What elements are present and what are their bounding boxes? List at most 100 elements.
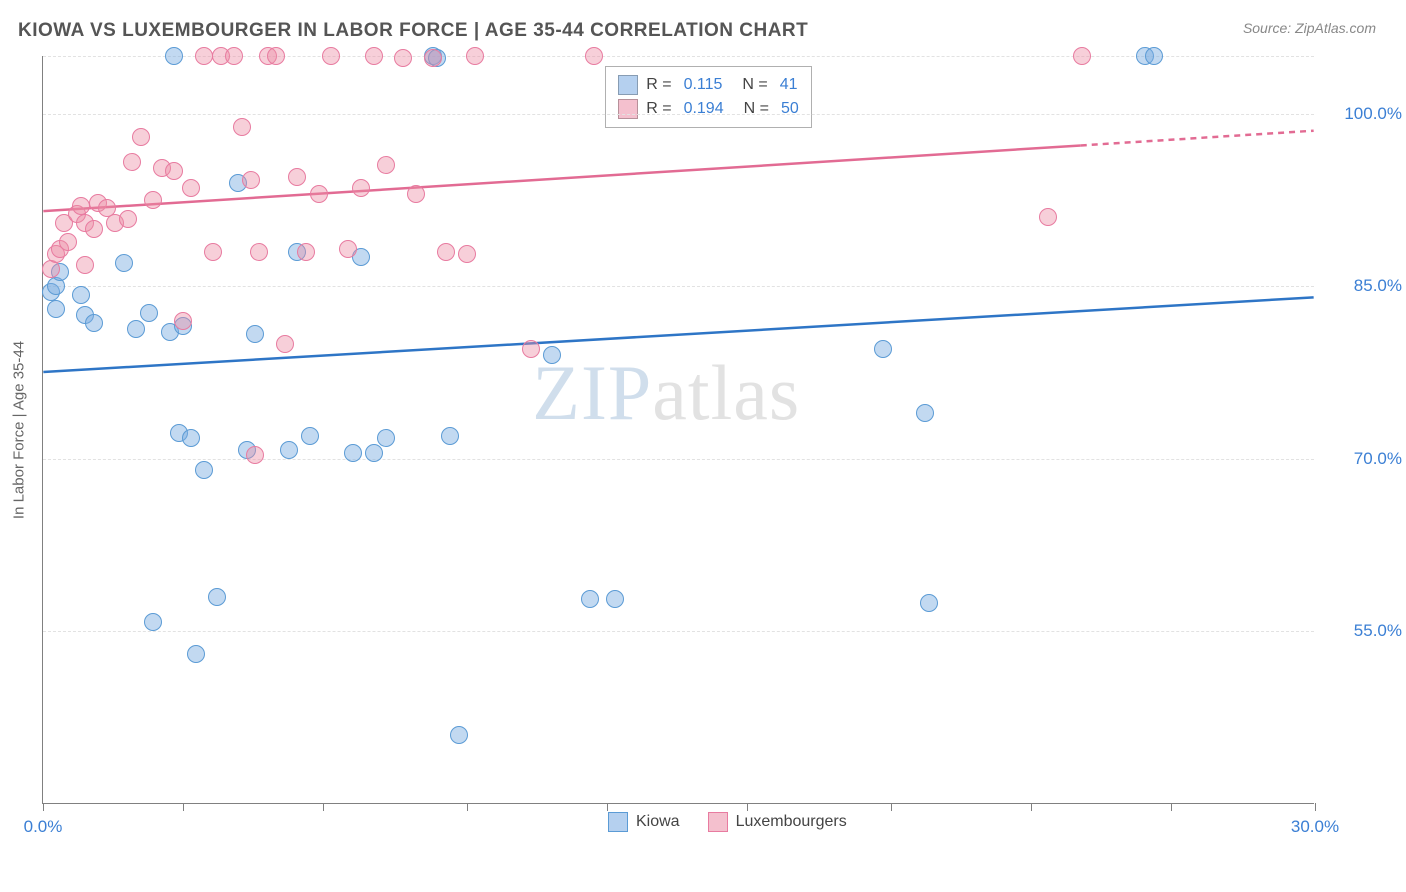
data-point bbox=[119, 210, 137, 228]
legend-swatch bbox=[618, 75, 638, 95]
y-tick-label: 55.0% bbox=[1322, 621, 1402, 641]
data-point bbox=[1039, 208, 1057, 226]
data-point bbox=[466, 47, 484, 65]
gridline bbox=[43, 114, 1314, 115]
data-point bbox=[76, 256, 94, 274]
legend-item: Luxembourgers bbox=[708, 812, 847, 832]
data-point bbox=[377, 429, 395, 447]
data-point bbox=[47, 300, 65, 318]
data-point bbox=[140, 304, 158, 322]
x-tick-label: 30.0% bbox=[1291, 817, 1339, 837]
legend-label: Kiowa bbox=[636, 813, 680, 831]
legend-swatch bbox=[618, 99, 638, 119]
data-point bbox=[585, 47, 603, 65]
data-point bbox=[267, 47, 285, 65]
data-point bbox=[72, 197, 90, 215]
data-point bbox=[437, 243, 455, 261]
data-point bbox=[144, 191, 162, 209]
data-point bbox=[606, 590, 624, 608]
data-point bbox=[581, 590, 599, 608]
x-tick bbox=[747, 803, 748, 811]
r-value: 0.194 bbox=[684, 97, 724, 121]
legend-item: Kiowa bbox=[608, 812, 680, 832]
data-point bbox=[174, 312, 192, 330]
data-point bbox=[144, 613, 162, 631]
x-tick bbox=[891, 803, 892, 811]
data-point bbox=[204, 243, 222, 261]
n-value: 50 bbox=[781, 97, 799, 121]
legend-row: R = 0.115 N = 41 bbox=[618, 73, 799, 97]
gridline bbox=[43, 286, 1314, 287]
data-point bbox=[85, 220, 103, 238]
data-point bbox=[123, 153, 141, 171]
r-value: 0.115 bbox=[684, 73, 723, 97]
series-legend: Kiowa Luxembourgers bbox=[608, 812, 847, 832]
data-point bbox=[225, 47, 243, 65]
scatter-chart: In Labor Force | Age 35-44 ZIPatlas R =0… bbox=[42, 56, 1314, 804]
data-point bbox=[458, 245, 476, 263]
y-axis-title: In Labor Force | Age 35-44 bbox=[11, 340, 28, 518]
data-point bbox=[344, 444, 362, 462]
data-point bbox=[195, 47, 213, 65]
n-value: 41 bbox=[780, 73, 798, 97]
x-tick bbox=[323, 803, 324, 811]
r-label: R = bbox=[646, 97, 671, 121]
data-point bbox=[127, 320, 145, 338]
data-point bbox=[1073, 47, 1091, 65]
data-point bbox=[543, 346, 561, 364]
data-point bbox=[233, 118, 251, 136]
data-point bbox=[322, 47, 340, 65]
legend-swatch bbox=[708, 812, 728, 832]
data-point bbox=[246, 325, 264, 343]
x-tick bbox=[607, 803, 608, 811]
x-tick bbox=[1031, 803, 1032, 811]
y-tick-label: 100.0% bbox=[1322, 104, 1402, 124]
data-point bbox=[377, 156, 395, 174]
data-point bbox=[85, 314, 103, 332]
data-point bbox=[441, 427, 459, 445]
data-point bbox=[424, 49, 442, 67]
y-tick-label: 70.0% bbox=[1322, 449, 1402, 469]
gridline bbox=[43, 631, 1314, 632]
data-point bbox=[407, 185, 425, 203]
data-point bbox=[297, 243, 315, 261]
data-point bbox=[115, 254, 133, 272]
watermark: ZIPatlas bbox=[532, 348, 800, 438]
x-tick bbox=[1315, 803, 1316, 811]
data-point bbox=[182, 429, 200, 447]
data-point bbox=[450, 726, 468, 744]
correlation-legend: R = 0.115 N = 41 R = 0.194 N = 50 bbox=[605, 66, 812, 128]
data-point bbox=[165, 47, 183, 65]
legend-row: R = 0.194 N = 50 bbox=[618, 97, 799, 121]
data-point bbox=[187, 645, 205, 663]
x-tick bbox=[43, 803, 44, 811]
data-point bbox=[920, 594, 938, 612]
data-point bbox=[72, 286, 90, 304]
trendline-extrapolated bbox=[1081, 131, 1314, 146]
data-point bbox=[242, 171, 260, 189]
data-point bbox=[365, 47, 383, 65]
y-tick-label: 85.0% bbox=[1322, 276, 1402, 296]
x-tick-label: 0.0% bbox=[24, 817, 63, 837]
x-tick bbox=[183, 803, 184, 811]
data-point bbox=[352, 179, 370, 197]
data-point bbox=[874, 340, 892, 358]
data-point bbox=[288, 168, 306, 186]
x-tick bbox=[467, 803, 468, 811]
data-point bbox=[195, 461, 213, 479]
r-label: R = bbox=[646, 73, 671, 97]
data-point bbox=[280, 441, 298, 459]
n-label: N = bbox=[744, 97, 769, 121]
data-point bbox=[165, 162, 183, 180]
trendline bbox=[43, 145, 1080, 211]
data-point bbox=[310, 185, 328, 203]
chart-title: KIOWA VS LUXEMBOURGER IN LABOR FORCE | A… bbox=[18, 20, 808, 42]
data-point bbox=[250, 243, 268, 261]
trendlines-layer bbox=[43, 56, 1314, 803]
gridline bbox=[43, 459, 1314, 460]
data-point bbox=[208, 588, 226, 606]
trendline bbox=[43, 297, 1313, 372]
x-tick bbox=[1171, 803, 1172, 811]
legend-swatch bbox=[608, 812, 628, 832]
n-label: N = bbox=[742, 73, 767, 97]
